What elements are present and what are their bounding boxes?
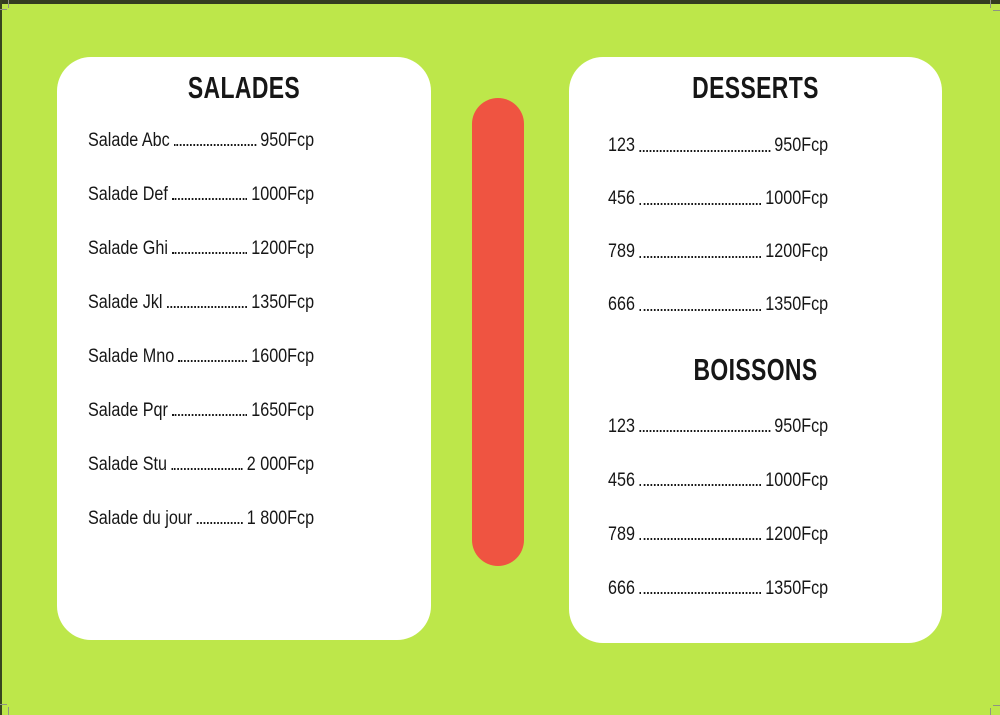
item-price: 1200Fcp xyxy=(765,523,829,545)
item-price: 950Fcp xyxy=(774,135,829,156)
item-name: 789 xyxy=(608,523,635,545)
dotted-leader xyxy=(166,306,247,308)
dotted-leader xyxy=(173,144,256,146)
menu-item-row: Salade Stu 2 000Fcp xyxy=(88,437,314,491)
item-name: Salade Abc xyxy=(88,129,170,151)
boissons-item-list: 123 950Fcp 456 1000Fcp 789 1200Fcp 666 1… xyxy=(608,399,828,615)
dotted-leader xyxy=(639,308,762,311)
item-price: 1350Fcp xyxy=(765,577,829,599)
item-name: Salade Jkl xyxy=(88,291,163,313)
item-price: 950Fcp xyxy=(774,415,829,437)
crop-mark xyxy=(0,704,7,705)
menu-item-row: Salade Pqr 1650Fcp xyxy=(88,383,314,437)
crop-mark xyxy=(8,0,9,8)
crop-mark xyxy=(8,707,9,715)
item-name: Salade du jour xyxy=(88,507,193,529)
crop-mark xyxy=(993,10,1000,11)
desserts-title: DESSERTS xyxy=(692,70,819,105)
dotted-leader xyxy=(172,252,247,254)
menu-item-row: Salade du jour 1 800Fcp xyxy=(88,491,314,545)
item-price: 1000Fcp xyxy=(251,183,315,205)
salades-title: SALADES xyxy=(187,70,301,105)
item-name: 456 xyxy=(608,188,635,209)
item-name: Salade Pqr xyxy=(88,399,168,421)
item-price: 1600Fcp xyxy=(251,345,315,367)
item-price: 1200Fcp xyxy=(765,241,829,262)
dotted-leader xyxy=(171,468,243,470)
crop-mark xyxy=(990,708,991,715)
menu-item-row: Salade Ghi 1200Fcp xyxy=(88,221,314,275)
desserts-item-list: 123 950Fcp 456 1000Fcp 789 1200Fcp 666 1… xyxy=(608,119,828,331)
menu-item-row: 789 1200Fcp xyxy=(608,225,828,278)
item-price: 1350Fcp xyxy=(251,291,315,313)
item-price: 1200Fcp xyxy=(251,237,315,259)
menu-item-row: Salade Mno 1600Fcp xyxy=(88,329,314,383)
dotted-leader xyxy=(178,360,247,362)
item-name: 123 xyxy=(608,415,635,437)
crop-mark xyxy=(990,0,991,8)
crop-mark xyxy=(0,9,7,10)
boissons-title: BOISSONS xyxy=(693,352,818,387)
menu-item-row: Salade Def 1000Fcp xyxy=(88,167,314,221)
item-name: 666 xyxy=(608,577,635,599)
dotted-leader xyxy=(196,522,243,524)
dotted-leader xyxy=(172,414,247,416)
page-edge-top xyxy=(0,0,1000,4)
dotted-leader xyxy=(639,538,762,540)
item-name: Salade Ghi xyxy=(88,237,168,259)
dotted-leader xyxy=(639,202,762,205)
item-name: Salade Stu xyxy=(88,453,168,475)
item-price: 1000Fcp xyxy=(765,188,829,209)
menu-item-row: Salade Abc 950Fcp xyxy=(88,113,314,167)
dotted-leader xyxy=(639,149,771,152)
dotted-leader xyxy=(639,255,762,258)
divider-bar xyxy=(472,98,524,566)
desserts-boissons-card: DESSERTS 123 950Fcp 456 1000Fcp 789 1200… xyxy=(569,57,942,643)
menu-item-row: 666 1350Fcp xyxy=(608,278,828,331)
menu-item-row: 123 950Fcp xyxy=(608,119,828,172)
dotted-leader xyxy=(639,592,762,594)
menu-item-row: 456 1000Fcp xyxy=(608,453,828,507)
item-price: 2 000Fcp xyxy=(246,453,315,475)
menu-item-row: 666 1350Fcp xyxy=(608,561,828,615)
item-name: Salade Def xyxy=(88,183,168,205)
item-name: Salade Mno xyxy=(88,345,175,367)
dotted-leader xyxy=(639,430,771,432)
page-edge-left xyxy=(0,0,2,715)
item-price: 1 800Fcp xyxy=(246,507,315,529)
dotted-leader xyxy=(639,484,762,486)
menu-item-row: 456 1000Fcp xyxy=(608,172,828,225)
dotted-leader xyxy=(172,198,247,200)
crop-mark xyxy=(993,705,1000,706)
item-price: 1350Fcp xyxy=(765,294,829,315)
item-name: 789 xyxy=(608,241,635,262)
menu-item-row: 789 1200Fcp xyxy=(608,507,828,561)
salades-item-list: Salade Abc 950Fcp Salade Def 1000Fcp Sal… xyxy=(88,113,314,545)
item-price: 1650Fcp xyxy=(251,399,315,421)
item-price: 1000Fcp xyxy=(765,469,829,491)
menu-item-row: Salade Jkl 1350Fcp xyxy=(88,275,314,329)
item-price: 950Fcp xyxy=(260,129,315,151)
item-name: 123 xyxy=(608,135,635,156)
salades-card: SALADES Salade Abc 950Fcp Salade Def 100… xyxy=(57,57,431,640)
menu-item-row: 123 950Fcp xyxy=(608,399,828,453)
item-name: 666 xyxy=(608,294,635,315)
item-name: 456 xyxy=(608,469,635,491)
